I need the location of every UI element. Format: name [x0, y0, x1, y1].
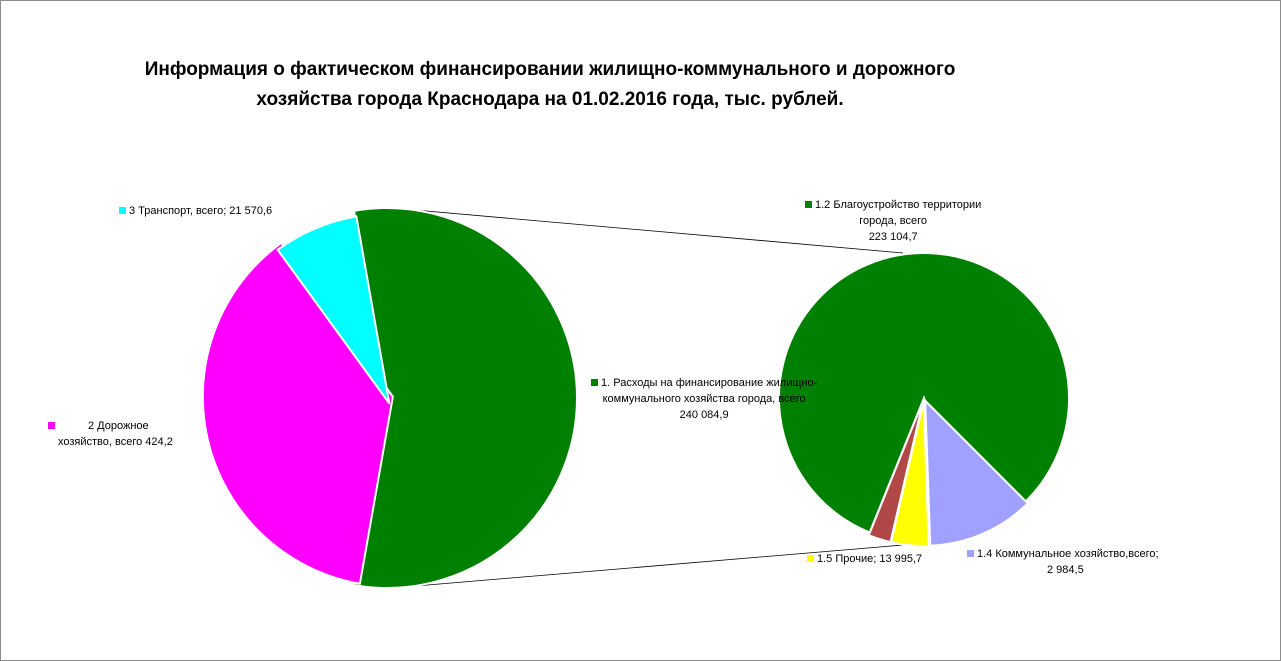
label-housing-value: 240 084,9 [679, 409, 729, 421]
label-other: 1.5 Прочие; 13 995,7 [807, 551, 922, 567]
label-utilities: 1.4 Коммунальное хозяйство,всего; 2 984,… [967, 546, 1159, 578]
label-other-text: 1.5 Прочие; 13 995,7 [817, 553, 923, 565]
title-line-2: хозяйства города Краснодара на 01.02.201… [256, 89, 844, 110]
label-utilities-value: 2 984,5 [1047, 564, 1084, 576]
connector-line-bottom [391, 544, 904, 589]
label-road-line-2: хозяйство, всего 424,2 [58, 436, 173, 448]
main-slice-road [201, 241, 394, 585]
secondary-pie [778, 252, 1070, 547]
label-utilities-line-1: 1.4 Коммунальное хозяйство,всего; [977, 548, 1159, 560]
legend-swatch-improvement [805, 201, 812, 208]
label-improvement-line-2: города, всего [859, 215, 928, 227]
label-improvement-line-1: 1.2 Благоустройство территории [815, 199, 982, 211]
sub-slice-utilities [924, 398, 1030, 547]
legend-swatch-road [48, 422, 55, 429]
legend-swatch-utilities [967, 550, 974, 557]
sub-slice-improvement [778, 252, 1070, 538]
title-line-1: Информация о фактическом финансировании … [144, 59, 956, 80]
label-road-line-1: 2 Дорожное [88, 420, 149, 432]
label-transport: 3 Транспорт, всего; 21 570,6 [119, 203, 272, 219]
main-slice-housing-expenses [352, 207, 579, 589]
connector-line-top [391, 207, 904, 254]
label-road: 2 Дорожное хозяйство, всего 424,2 [48, 418, 173, 450]
label-housing-line-1: 1. Расходы на финансирование жилищно- [601, 377, 818, 389]
label-improvement: 1.2 Благоустройство территории города, в… [805, 197, 981, 245]
main-pie [201, 207, 579, 589]
legend-swatch-other [807, 555, 814, 562]
label-housing-expenses: 1. Расходы на финансирование жилищно- ко… [591, 375, 817, 423]
legend-swatch-transport [119, 207, 126, 214]
label-transport-text: 3 Транспорт, всего; 21 570,6 [129, 205, 273, 217]
label-housing-line-2: коммунального хозяйства города, всего [602, 393, 806, 405]
sub-slice-unlabeled [867, 400, 925, 544]
label-improvement-value: 223 104,7 [868, 231, 918, 243]
chart-title: Информация о фактическом финансировании … [40, 55, 1060, 115]
legend-swatch-housing [591, 379, 598, 386]
main-slice-transport [276, 215, 391, 405]
